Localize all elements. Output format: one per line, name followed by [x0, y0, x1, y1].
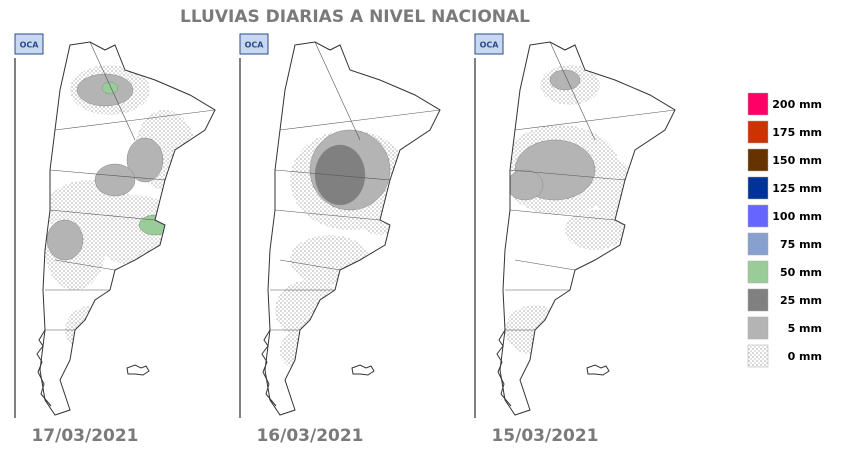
- rain-area: [126, 137, 164, 183]
- legend-swatch: [747, 232, 769, 256]
- rain-area: [46, 219, 84, 261]
- province-border: [49, 169, 166, 181]
- province-border: [54, 109, 215, 131]
- rain-area: [506, 169, 544, 201]
- legend-label: 0 mm: [788, 350, 822, 363]
- rain-area: [101, 81, 119, 95]
- legend-label: 125 mm: [772, 182, 822, 195]
- province-border: [549, 42, 596, 141]
- legend-label: 75 mm: [780, 238, 822, 251]
- logo-text: OCA: [480, 41, 500, 50]
- islands: [586, 364, 610, 376]
- logo: [14, 33, 44, 55]
- logo: [239, 33, 269, 55]
- logo-text: OCA: [20, 41, 40, 50]
- legend-swatch: [747, 288, 769, 312]
- province-border: [274, 209, 381, 221]
- province-border: [49, 209, 156, 221]
- province-border: [89, 42, 136, 141]
- chile-coast: [261, 329, 277, 407]
- legend-swatch: [747, 120, 769, 144]
- legend-swatch: [747, 176, 769, 200]
- rain-area: [275, 280, 345, 340]
- rain-areas: [500, 65, 635, 355]
- province-border: [509, 169, 626, 181]
- rain-area: [94, 163, 136, 197]
- rain-area: [290, 235, 370, 285]
- islands: [351, 364, 375, 376]
- legend-label: 100 mm: [772, 210, 822, 223]
- rain-area: [565, 210, 625, 250]
- legend-label: 5 mm: [788, 322, 822, 335]
- legend-label: 200 mm: [772, 98, 822, 111]
- rain-areas: [275, 129, 410, 370]
- map-panel: OCA: [14, 33, 216, 418]
- province-border: [54, 259, 116, 271]
- province-border: [514, 109, 675, 131]
- legend-swatch: [747, 92, 769, 116]
- rain-area: [549, 69, 581, 91]
- legend-swatch: [747, 260, 769, 284]
- rain-area: [280, 330, 320, 370]
- legend-swatch: [747, 204, 769, 228]
- date: 15/03/2021: [491, 426, 598, 446]
- legend-swatch: [747, 316, 769, 340]
- legend-swatch: [747, 344, 769, 368]
- province-border: [314, 42, 361, 141]
- logo-text: OCA: [245, 41, 265, 50]
- legend-label: 150 mm: [772, 154, 822, 167]
- logo: [474, 33, 504, 55]
- legend-label: 25 mm: [780, 294, 822, 307]
- province-border: [274, 169, 391, 181]
- legend-label: 50 mm: [780, 266, 822, 279]
- province-border: [509, 209, 616, 221]
- title: LLUVIAS DIARIAS A NIVEL NACIONAL: [180, 7, 530, 27]
- legend-swatch: [747, 148, 769, 172]
- province-border: [514, 259, 576, 271]
- province-border: [279, 109, 440, 131]
- chile-coast: [496, 329, 512, 407]
- province-border: [279, 259, 341, 271]
- date: 17/03/2021: [31, 426, 138, 446]
- date: 16/03/2021: [256, 426, 363, 446]
- legend-label: 175 mm: [772, 126, 822, 139]
- map-panel: OCA: [239, 33, 441, 418]
- chile-coast: [36, 329, 52, 407]
- map-panel: OCA: [474, 33, 676, 418]
- islands: [126, 364, 150, 376]
- legend: 200 mm 175 mm 150 mm 125 mm 100 mm 75 mm 50 mm…: [747, 92, 822, 368]
- rain-area: [314, 144, 366, 206]
